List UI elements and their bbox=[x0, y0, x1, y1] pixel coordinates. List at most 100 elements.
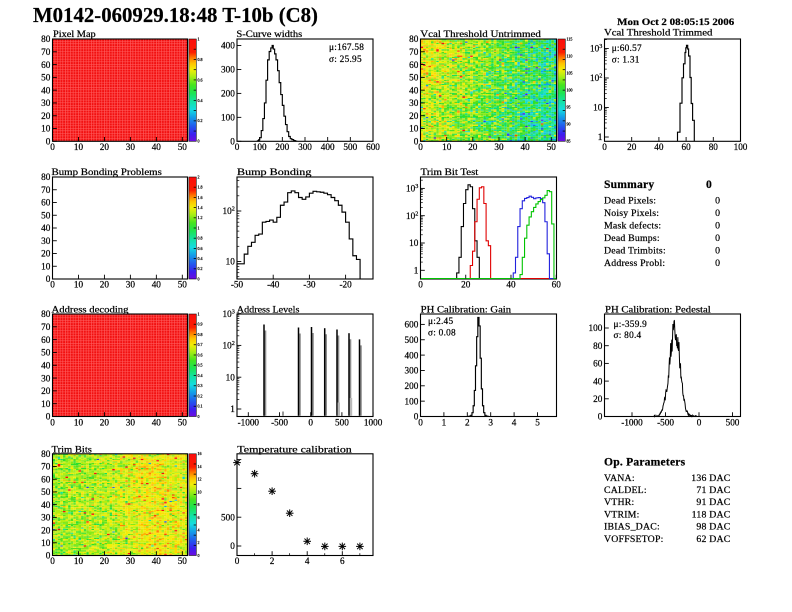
svg-text:-40: -40 bbox=[267, 280, 280, 290]
svg-text:4: 4 bbox=[198, 528, 200, 533]
svg-text:S-Curve widths: S-Curve widths bbox=[236, 30, 302, 40]
svg-text:0.8: 0.8 bbox=[198, 332, 203, 337]
svg-text:μ:2.45: μ:2.45 bbox=[428, 317, 453, 327]
svg-text:0: 0 bbox=[50, 280, 55, 290]
svg-text:20: 20 bbox=[41, 111, 51, 121]
svg-text:Dead Bumps:: Dead Bumps: bbox=[604, 233, 660, 244]
svg-text:1: 1 bbox=[598, 132, 603, 142]
svg-text:50: 50 bbox=[547, 142, 557, 152]
svg-text:20: 20 bbox=[409, 111, 419, 121]
svg-text:0: 0 bbox=[715, 208, 720, 219]
svg-text:Pixel Map: Pixel Map bbox=[53, 30, 96, 40]
svg-text:4: 4 bbox=[305, 556, 310, 566]
svg-text:102: 102 bbox=[406, 210, 418, 221]
svg-text:μ:-359.9: μ:-359.9 bbox=[614, 320, 648, 330]
svg-text:1: 1 bbox=[442, 418, 447, 428]
svg-text:20: 20 bbox=[461, 280, 471, 290]
svg-text:0.5: 0.5 bbox=[198, 363, 203, 368]
svg-text:10: 10 bbox=[41, 399, 51, 409]
svg-text:60: 60 bbox=[41, 60, 51, 70]
svg-text:Summary: Summary bbox=[604, 178, 654, 191]
svg-text:600: 600 bbox=[366, 142, 380, 152]
svg-text:-500: -500 bbox=[657, 418, 674, 428]
svg-text:6: 6 bbox=[340, 556, 345, 566]
svg-text:500: 500 bbox=[405, 335, 419, 345]
svg-text:40: 40 bbox=[506, 280, 516, 290]
svg-text:PH Calibration: Gain: PH Calibration: Gain bbox=[421, 306, 512, 316]
svg-text:Trim Bit Test: Trim Bit Test bbox=[421, 168, 479, 178]
svg-text:Bump Bonding: Bump Bonding bbox=[237, 168, 312, 178]
svg-text:10: 10 bbox=[74, 556, 84, 566]
svg-text:0: 0 bbox=[598, 412, 603, 422]
svg-text:30: 30 bbox=[409, 98, 419, 108]
svg-text:1: 1 bbox=[198, 36, 200, 41]
svg-text:0: 0 bbox=[198, 276, 200, 281]
svg-text:200: 200 bbox=[405, 381, 419, 391]
svg-text:103: 103 bbox=[406, 183, 418, 194]
svg-text:20: 20 bbox=[100, 556, 110, 566]
svg-text:60: 60 bbox=[41, 474, 51, 484]
svg-text:Dead Trimbits:: Dead Trimbits: bbox=[604, 246, 666, 257]
svg-text:600: 600 bbox=[405, 320, 419, 330]
svg-text:0: 0 bbox=[230, 137, 235, 147]
svg-text:10: 10 bbox=[74, 280, 84, 290]
svg-text:0.8: 0.8 bbox=[198, 236, 203, 241]
svg-text:10: 10 bbox=[442, 142, 452, 152]
svg-text:Mask defects:: Mask defects: bbox=[604, 221, 661, 232]
svg-text:PH Calibration: Pedestal: PH Calibration: Pedestal bbox=[605, 306, 711, 316]
svg-text:80: 80 bbox=[41, 309, 51, 319]
svg-text:2: 2 bbox=[270, 556, 275, 566]
svg-text:200: 200 bbox=[221, 89, 235, 99]
svg-text:20: 20 bbox=[100, 142, 110, 152]
svg-text:400: 400 bbox=[321, 142, 335, 152]
svg-text:100: 100 bbox=[221, 113, 235, 123]
svg-text:1: 1 bbox=[414, 266, 419, 276]
svg-text:0: 0 bbox=[414, 412, 419, 422]
svg-text:118 DAC: 118 DAC bbox=[692, 509, 731, 520]
svg-text:40: 40 bbox=[41, 360, 51, 370]
svg-text:Dead Pixels:: Dead Pixels: bbox=[604, 196, 656, 207]
svg-text:0.8: 0.8 bbox=[198, 57, 203, 62]
svg-text:0.2: 0.2 bbox=[198, 118, 203, 123]
svg-text:91 DAC: 91 DAC bbox=[696, 497, 730, 508]
svg-text:10: 10 bbox=[198, 489, 202, 494]
svg-text:80: 80 bbox=[41, 34, 51, 44]
svg-text:30: 30 bbox=[41, 236, 51, 246]
svg-text:30: 30 bbox=[126, 556, 136, 566]
svg-text:16: 16 bbox=[198, 451, 202, 456]
svg-text:0: 0 bbox=[706, 178, 712, 191]
svg-text:Vcal Threshold Trimmed: Vcal Threshold Trimmed bbox=[604, 29, 713, 39]
svg-text:0.3: 0.3 bbox=[198, 383, 203, 388]
svg-text:85: 85 bbox=[567, 139, 571, 144]
svg-text:10: 10 bbox=[226, 257, 236, 267]
svg-text:0: 0 bbox=[414, 137, 419, 147]
svg-text:0: 0 bbox=[50, 418, 55, 428]
svg-text:VTHR:: VTHR: bbox=[604, 497, 634, 508]
svg-text:80: 80 bbox=[593, 341, 603, 351]
svg-text:50: 50 bbox=[178, 142, 188, 152]
svg-text:102: 102 bbox=[590, 73, 602, 84]
svg-text:0.4: 0.4 bbox=[198, 373, 203, 378]
svg-text:60: 60 bbox=[41, 198, 51, 208]
svg-text:0: 0 bbox=[418, 418, 423, 428]
svg-text:115: 115 bbox=[567, 36, 573, 41]
svg-text:1.6: 1.6 bbox=[198, 195, 203, 200]
svg-text:200: 200 bbox=[275, 142, 289, 152]
svg-text:2: 2 bbox=[465, 418, 470, 428]
svg-text:0: 0 bbox=[230, 541, 235, 551]
svg-text:1: 1 bbox=[198, 225, 200, 230]
svg-text:300: 300 bbox=[221, 65, 235, 75]
svg-text:0: 0 bbox=[198, 553, 200, 558]
svg-text:4: 4 bbox=[512, 418, 517, 428]
svg-text:6: 6 bbox=[198, 515, 200, 520]
svg-text:10: 10 bbox=[409, 238, 419, 248]
svg-text:10: 10 bbox=[41, 124, 51, 134]
svg-text:0: 0 bbox=[198, 139, 200, 144]
svg-text:2: 2 bbox=[198, 174, 200, 179]
svg-text:0.6: 0.6 bbox=[198, 246, 203, 251]
svg-text:500: 500 bbox=[335, 418, 349, 428]
svg-text:70: 70 bbox=[41, 322, 51, 332]
svg-text:-1000: -1000 bbox=[621, 418, 643, 428]
svg-text:300: 300 bbox=[405, 366, 419, 376]
svg-text:95: 95 bbox=[567, 105, 571, 110]
